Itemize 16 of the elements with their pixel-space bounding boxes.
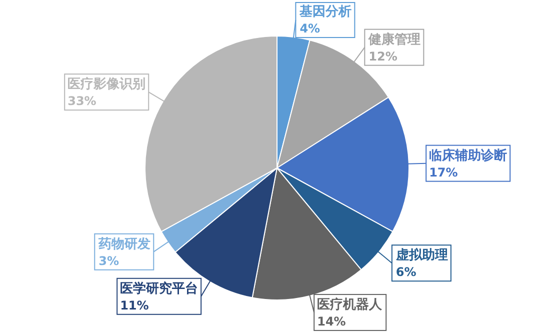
- data-label: 33%: [68, 94, 96, 108]
- slice-label: 健康管理: [368, 31, 421, 48]
- data-label: 12%: [368, 49, 398, 64]
- slice-label: 药物研发: [98, 236, 151, 252]
- data-label: 11%: [120, 298, 149, 312]
- data-label: 6%: [396, 265, 416, 280]
- slice-label: 医学研究平台: [120, 280, 198, 296]
- data-label: 14%: [317, 314, 346, 328]
- slice-label: 虚拟助理: [394, 247, 448, 264]
- slice-label: 医疗机器人: [317, 296, 384, 312]
- slice-label: 医疗影像识别: [68, 76, 146, 92]
- data-label: 4%: [300, 22, 320, 36]
- slice-label: 临床辅助诊断: [429, 147, 508, 164]
- data-label: 3%: [98, 254, 120, 268]
- data-label: 17%: [429, 165, 458, 180]
- slice-label: 基因分析: [298, 4, 352, 20]
